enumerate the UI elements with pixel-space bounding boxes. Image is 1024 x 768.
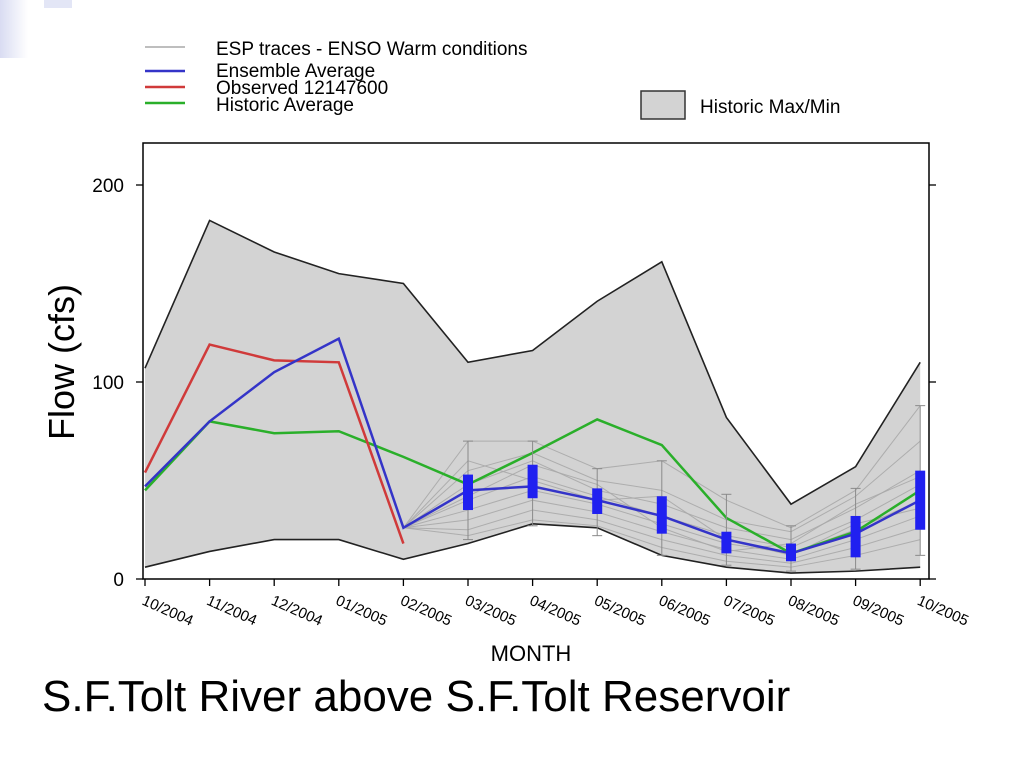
x-tick-label-01/2005: 01/2005 — [333, 592, 389, 630]
x-tick-label-12/2004: 12/2004 — [269, 592, 325, 630]
legend-label-historic-max-min: Historic Max/Min — [700, 97, 840, 118]
ensemble-box-03/2005 — [463, 474, 473, 511]
legend-label-historic-average: Historic Average — [216, 95, 354, 116]
legend-label-observed: Observed 12147600 — [216, 78, 388, 99]
legend-label-ensemble: Ensemble Average — [216, 61, 375, 82]
x-tick-label-11/2004: 11/2004 — [204, 592, 259, 629]
y-tick-label-100: 100 — [92, 373, 124, 394]
ensemble-box-08/2005 — [786, 543, 796, 562]
ensemble-box-06/2005 — [656, 496, 667, 534]
observed-line — [143, 343, 405, 544]
legend: ESP traces - ENSO Warm conditions Ensemb… — [145, 39, 840, 120]
flow-chart: ESP traces - ENSO Warm conditions Ensemb… — [41, 39, 971, 666]
logo-corner-mark-secondary — [44, 0, 72, 8]
logo-corner-mark — [0, 0, 28, 58]
y-tick-label-200: 200 — [92, 176, 124, 197]
x-tick-label-08/2005: 08/2005 — [785, 592, 841, 630]
ensemble-box-07/2005 — [721, 531, 732, 554]
chart-caption: S.F.Tolt River above S.F.Tolt Reservoir — [42, 672, 791, 721]
x-tick-label-07/2005: 07/2005 — [721, 592, 777, 630]
legend-label-esp: ESP traces - ENSO Warm conditions — [216, 39, 528, 60]
ensemble-box-04/2005 — [527, 464, 538, 499]
ensemble-box-09/2005 — [850, 515, 861, 558]
ensemble-box-10/2005 — [915, 470, 926, 530]
x-axis-title: MONTH — [491, 641, 572, 666]
plot-frame — [142, 142, 930, 580]
x-tick-label-10/2005: 10/2005 — [915, 592, 971, 630]
x-tick-label-02/2005: 02/2005 — [398, 592, 454, 630]
legend-swatch-historic-max-min — [640, 90, 686, 120]
x-tick-label-09/2005: 09/2005 — [850, 592, 906, 630]
y-axis-title: Flow (cfs) — [41, 284, 82, 440]
x-tick-label-06/2005: 06/2005 — [656, 592, 712, 630]
x-tick-label-04/2005: 04/2005 — [527, 592, 583, 630]
ensemble-box-05/2005 — [592, 488, 603, 514]
historic-max-min-band — [145, 220, 921, 574]
y-tick-label-0: 0 — [113, 570, 124, 591]
x-tick-label-03/2005: 03/2005 — [462, 592, 518, 630]
x-tick-label-10/2004: 10/2004 — [139, 592, 195, 630]
historic-max-line — [144, 219, 921, 506]
x-tick-label-05/2005: 05/2005 — [592, 592, 648, 630]
